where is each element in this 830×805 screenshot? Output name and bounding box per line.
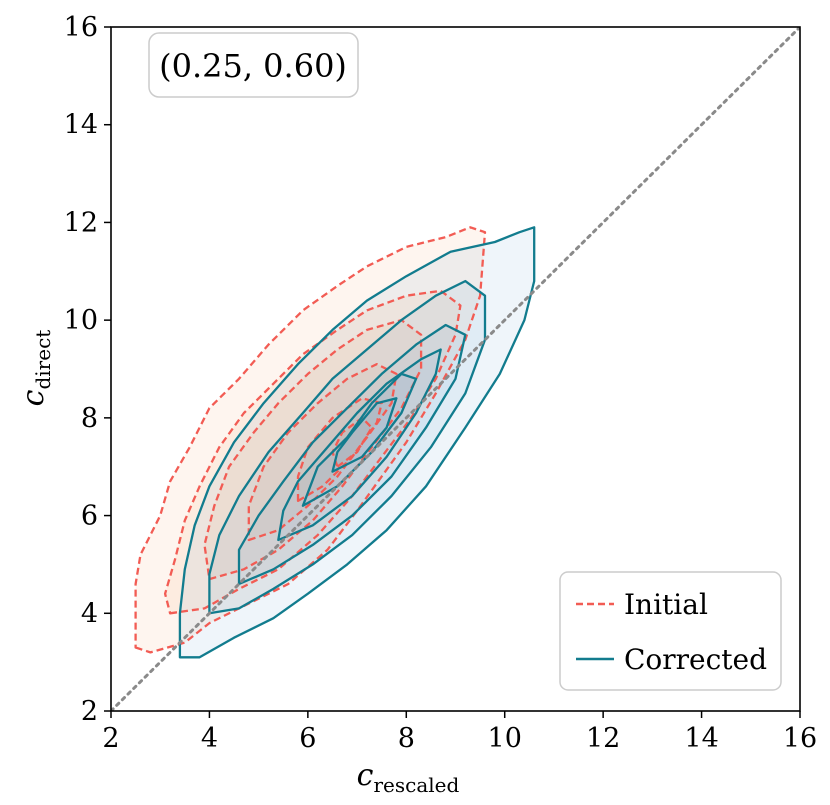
x-tick-label: 8 xyxy=(398,723,415,754)
legend-initial-label: Initial xyxy=(624,588,708,621)
parameter-annotation: (0.25, 0.60) xyxy=(148,32,359,98)
x-tick-label: 10 xyxy=(488,723,522,754)
corrected-contour-line-3 xyxy=(237,323,467,586)
x-tick-label: 12 xyxy=(586,723,620,754)
legend: Initial Corrected xyxy=(559,571,782,691)
corrected-contour-line-2 xyxy=(208,279,487,615)
corrected-density-fill-1 xyxy=(179,227,535,658)
corrected-density-fill-5 xyxy=(302,373,417,506)
corrected-density-fill-3 xyxy=(239,325,466,584)
annotation-text: (0.25, 0.60) xyxy=(159,47,347,85)
y-tick-label: 4 xyxy=(81,598,98,629)
corrected-density-fill-4 xyxy=(278,349,441,540)
axis-ticks: 2 4 6 8 10 12 14 16 2 4 6 8 10 12 14 16 xyxy=(64,12,818,754)
initial-density-fill-1 xyxy=(135,227,485,653)
x-tick-label: 2 xyxy=(102,723,119,754)
identity-reference-line xyxy=(111,27,800,711)
contour-lines xyxy=(134,226,536,659)
initial-contour-line-1 xyxy=(134,226,487,654)
density-fills xyxy=(135,227,535,658)
x-tick-label: 6 xyxy=(299,723,316,754)
corrected-contour-line-4 xyxy=(277,348,442,542)
corrected-contour-line-6 xyxy=(331,397,398,473)
initial-contour-line-2 xyxy=(163,289,462,615)
y-tick-label: 14 xyxy=(64,110,98,141)
corrected-density-fill-6 xyxy=(332,398,397,472)
initial-density-fill-2 xyxy=(165,290,461,614)
initial-density-fill-6 xyxy=(332,417,372,467)
legend-corrected-label: Corrected xyxy=(624,643,767,676)
y-tick-label: 16 xyxy=(64,12,98,43)
x-axis-label: crescaled xyxy=(357,758,460,797)
x-tick-label: 16 xyxy=(783,723,817,754)
corrected-contour-line-1 xyxy=(178,226,536,659)
y-tick-label: 10 xyxy=(64,305,98,336)
y-tick-label: 8 xyxy=(81,403,98,434)
y-tick-label: 12 xyxy=(64,207,98,238)
x-tick-label: 4 xyxy=(201,723,218,754)
y-axis-label: cdirect xyxy=(16,330,55,407)
legend-box xyxy=(559,571,782,691)
y-tick-label: 6 xyxy=(81,501,98,532)
plot-frame xyxy=(110,26,801,712)
x-tick-label: 14 xyxy=(684,723,718,754)
initial-contour-line-5 xyxy=(296,397,383,503)
y-tick-label: 2 xyxy=(81,696,98,727)
